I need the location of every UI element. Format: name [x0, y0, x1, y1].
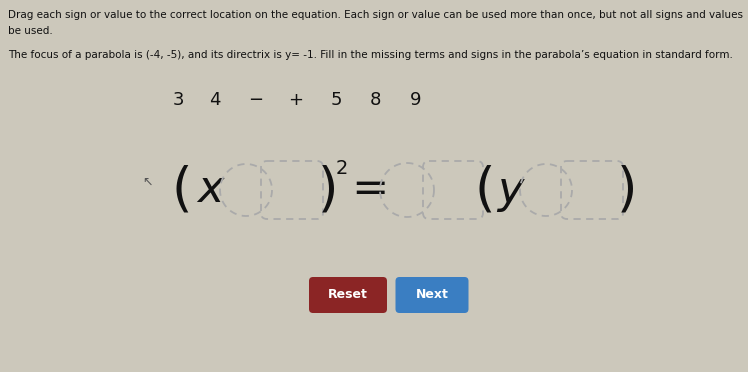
Text: 8: 8: [370, 91, 381, 109]
Text: 5: 5: [331, 91, 342, 109]
Text: ↖: ↖: [143, 176, 153, 189]
Text: x: x: [197, 169, 223, 212]
Text: 9: 9: [410, 91, 422, 109]
Text: 2: 2: [336, 158, 348, 177]
Text: (: (: [172, 164, 192, 216]
Text: ): ): [318, 164, 338, 216]
Text: =: =: [352, 169, 389, 212]
Text: 3: 3: [172, 91, 184, 109]
Text: be used.: be used.: [8, 26, 53, 36]
Text: 4: 4: [209, 91, 221, 109]
Text: −: −: [248, 91, 263, 109]
Text: y: y: [497, 169, 523, 212]
Text: ): ): [617, 164, 637, 216]
Text: (: (: [475, 164, 495, 216]
Text: +: +: [289, 91, 304, 109]
FancyBboxPatch shape: [396, 277, 468, 313]
Text: Reset: Reset: [328, 289, 368, 301]
Text: The focus of a parabola is (-4, -5), and its directrix is y= -1. Fill in the mis: The focus of a parabola is (-4, -5), and…: [8, 50, 733, 60]
Text: Next: Next: [416, 289, 449, 301]
FancyBboxPatch shape: [309, 277, 387, 313]
Text: Drag each sign or value to the correct location on the equation. Each sign or va: Drag each sign or value to the correct l…: [8, 10, 743, 20]
